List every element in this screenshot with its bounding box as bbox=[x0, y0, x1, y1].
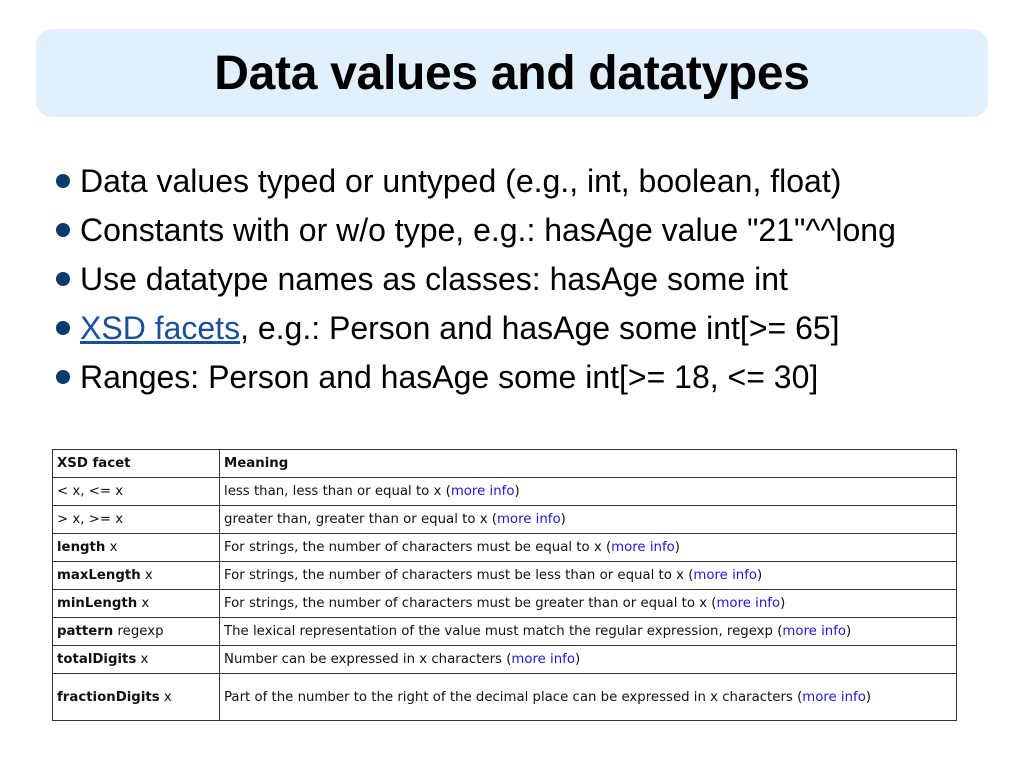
xsd-facets-table: XSD facet Meaning < x, <= x less than, le… bbox=[52, 449, 957, 721]
facet-cell: totalDigits x bbox=[52, 645, 220, 674]
facet-cell: > x, >= x bbox=[52, 505, 220, 534]
facet-name: pattern bbox=[57, 624, 114, 639]
bullet-item: Use datatype names as classes: hasAge so… bbox=[56, 254, 896, 303]
bullet-text: Use datatype names as classes: hasAge so… bbox=[80, 260, 788, 297]
meaning-cell: For strings, the number of characters mu… bbox=[219, 561, 957, 590]
paren: ) bbox=[846, 624, 852, 639]
paren: ) bbox=[757, 568, 763, 583]
meaning-cell: Part of the number to the right of the d… bbox=[219, 673, 957, 721]
facet-arg: x bbox=[136, 652, 149, 667]
paren: ) bbox=[514, 484, 520, 499]
more-info-link[interactable]: more info bbox=[496, 512, 561, 527]
facet-arg: x bbox=[137, 596, 150, 611]
slide-title: Data values and datatypes bbox=[214, 46, 810, 100]
facet-arg: regexp bbox=[113, 624, 164, 639]
bullet-text: , e.g.: Person and hasAge some int[>= 65… bbox=[240, 309, 840, 346]
meaning-cell: Number can be expressed in x characters … bbox=[219, 645, 957, 674]
facet-arg: < x, <= x bbox=[57, 484, 124, 499]
more-info-link[interactable]: more info bbox=[782, 624, 847, 639]
facet-cell: minLength x bbox=[52, 589, 220, 618]
facet-name: maxLength bbox=[57, 568, 141, 583]
paren: ) bbox=[575, 652, 581, 667]
meaning-text: For strings, the number of characters mu… bbox=[224, 540, 612, 555]
table-header-row: XSD facet Meaning bbox=[52, 449, 957, 478]
more-info-link[interactable]: more info bbox=[802, 689, 866, 705]
title-banner: Data values and datatypes bbox=[36, 29, 988, 117]
facet-cell: < x, <= x bbox=[52, 477, 220, 506]
table-row: maxLength x For strings, the number of ch… bbox=[52, 561, 957, 590]
more-info-link[interactable]: more info bbox=[450, 484, 515, 499]
bullet-list: Data values typed or untyped (e.g., int,… bbox=[56, 156, 896, 401]
meaning-text: Part of the number to the right of the d… bbox=[224, 689, 803, 705]
bullet-item: XSD facets, e.g.: Person and hasAge some… bbox=[56, 303, 896, 352]
meaning-text: For strings, the number of characters mu… bbox=[224, 596, 717, 611]
bullet-text: Constants with or w/o type, e.g.: hasAge… bbox=[80, 211, 896, 248]
xsd-facets-link[interactable]: XSD facets bbox=[80, 309, 241, 346]
meaning-text: The lexical representation of the value … bbox=[224, 624, 783, 639]
table-row: length x For strings, the number of chara… bbox=[52, 533, 957, 562]
meaning-cell: less than, less than or equal to x (more… bbox=[219, 477, 957, 506]
more-info-link[interactable]: more info bbox=[611, 540, 675, 555]
bullet-dot-icon bbox=[56, 320, 70, 335]
bullet-dot-icon bbox=[56, 369, 70, 384]
paren: ) bbox=[865, 689, 872, 705]
meaning-text: Number can be expressed in x characters … bbox=[224, 652, 512, 667]
table-row: < x, <= x less than, less than or equal t… bbox=[52, 477, 957, 506]
more-info-link[interactable]: more info bbox=[716, 596, 781, 611]
facet-arg: x bbox=[105, 540, 118, 555]
table-row: > x, >= x greater than, greater than or e… bbox=[52, 505, 957, 534]
bullet-text: Data values typed or untyped (e.g., int,… bbox=[80, 162, 842, 199]
table-row: totalDigits x Number can be expressed in … bbox=[52, 645, 957, 674]
facet-name: fractionDigits bbox=[57, 689, 160, 705]
facet-cell: length x bbox=[52, 533, 220, 562]
paren: ) bbox=[674, 540, 680, 555]
bullet-item: Ranges: Person and hasAge some int[>= 18… bbox=[56, 352, 896, 401]
bullet-text: Ranges: Person and hasAge some int[>= 18… bbox=[80, 358, 819, 395]
bullet-dot-icon bbox=[56, 173, 70, 188]
meaning-cell: For strings, the number of characters mu… bbox=[219, 589, 957, 618]
meaning-text: greater than, greater than or equal to x… bbox=[224, 512, 497, 527]
meaning-cell: For strings, the number of characters mu… bbox=[219, 533, 957, 562]
facet-name: length bbox=[57, 540, 106, 555]
facet-cell: fractionDigits x bbox=[52, 673, 220, 721]
paren: ) bbox=[560, 512, 566, 527]
facet-arg: > x, >= x bbox=[57, 512, 124, 527]
facet-name: minLength bbox=[57, 596, 138, 611]
facet-cell: maxLength x bbox=[52, 561, 220, 590]
facet-arg: x bbox=[140, 568, 153, 583]
bullet-item: Data values typed or untyped (e.g., int,… bbox=[56, 156, 896, 205]
table-row: fractionDigits x Part of the number to th… bbox=[52, 673, 957, 721]
meaning-text: For strings, the number of characters mu… bbox=[224, 568, 694, 583]
meaning-cell: greater than, greater than or equal to x… bbox=[219, 505, 957, 534]
bullet-dot-icon bbox=[56, 271, 70, 286]
more-info-link[interactable]: more info bbox=[693, 568, 758, 583]
facet-arg: x bbox=[159, 689, 172, 705]
paren: ) bbox=[780, 596, 786, 611]
facet-name: totalDigits bbox=[57, 652, 137, 667]
meaning-text: less than, less than or equal to x ( bbox=[224, 484, 451, 499]
meaning-cell: The lexical representation of the value … bbox=[219, 617, 957, 646]
facet-cell: pattern regexp bbox=[52, 617, 220, 646]
table-row: minLength x For strings, the number of ch… bbox=[52, 589, 957, 618]
bullet-item: Constants with or w/o type, e.g.: hasAge… bbox=[56, 205, 896, 254]
bullet-dot-icon bbox=[56, 222, 70, 237]
header-facet: XSD facet bbox=[52, 449, 220, 478]
header-meaning: Meaning bbox=[219, 449, 957, 478]
more-info-link[interactable]: more info bbox=[511, 652, 575, 667]
table-row: pattern regexp The lexical representation… bbox=[52, 617, 957, 646]
